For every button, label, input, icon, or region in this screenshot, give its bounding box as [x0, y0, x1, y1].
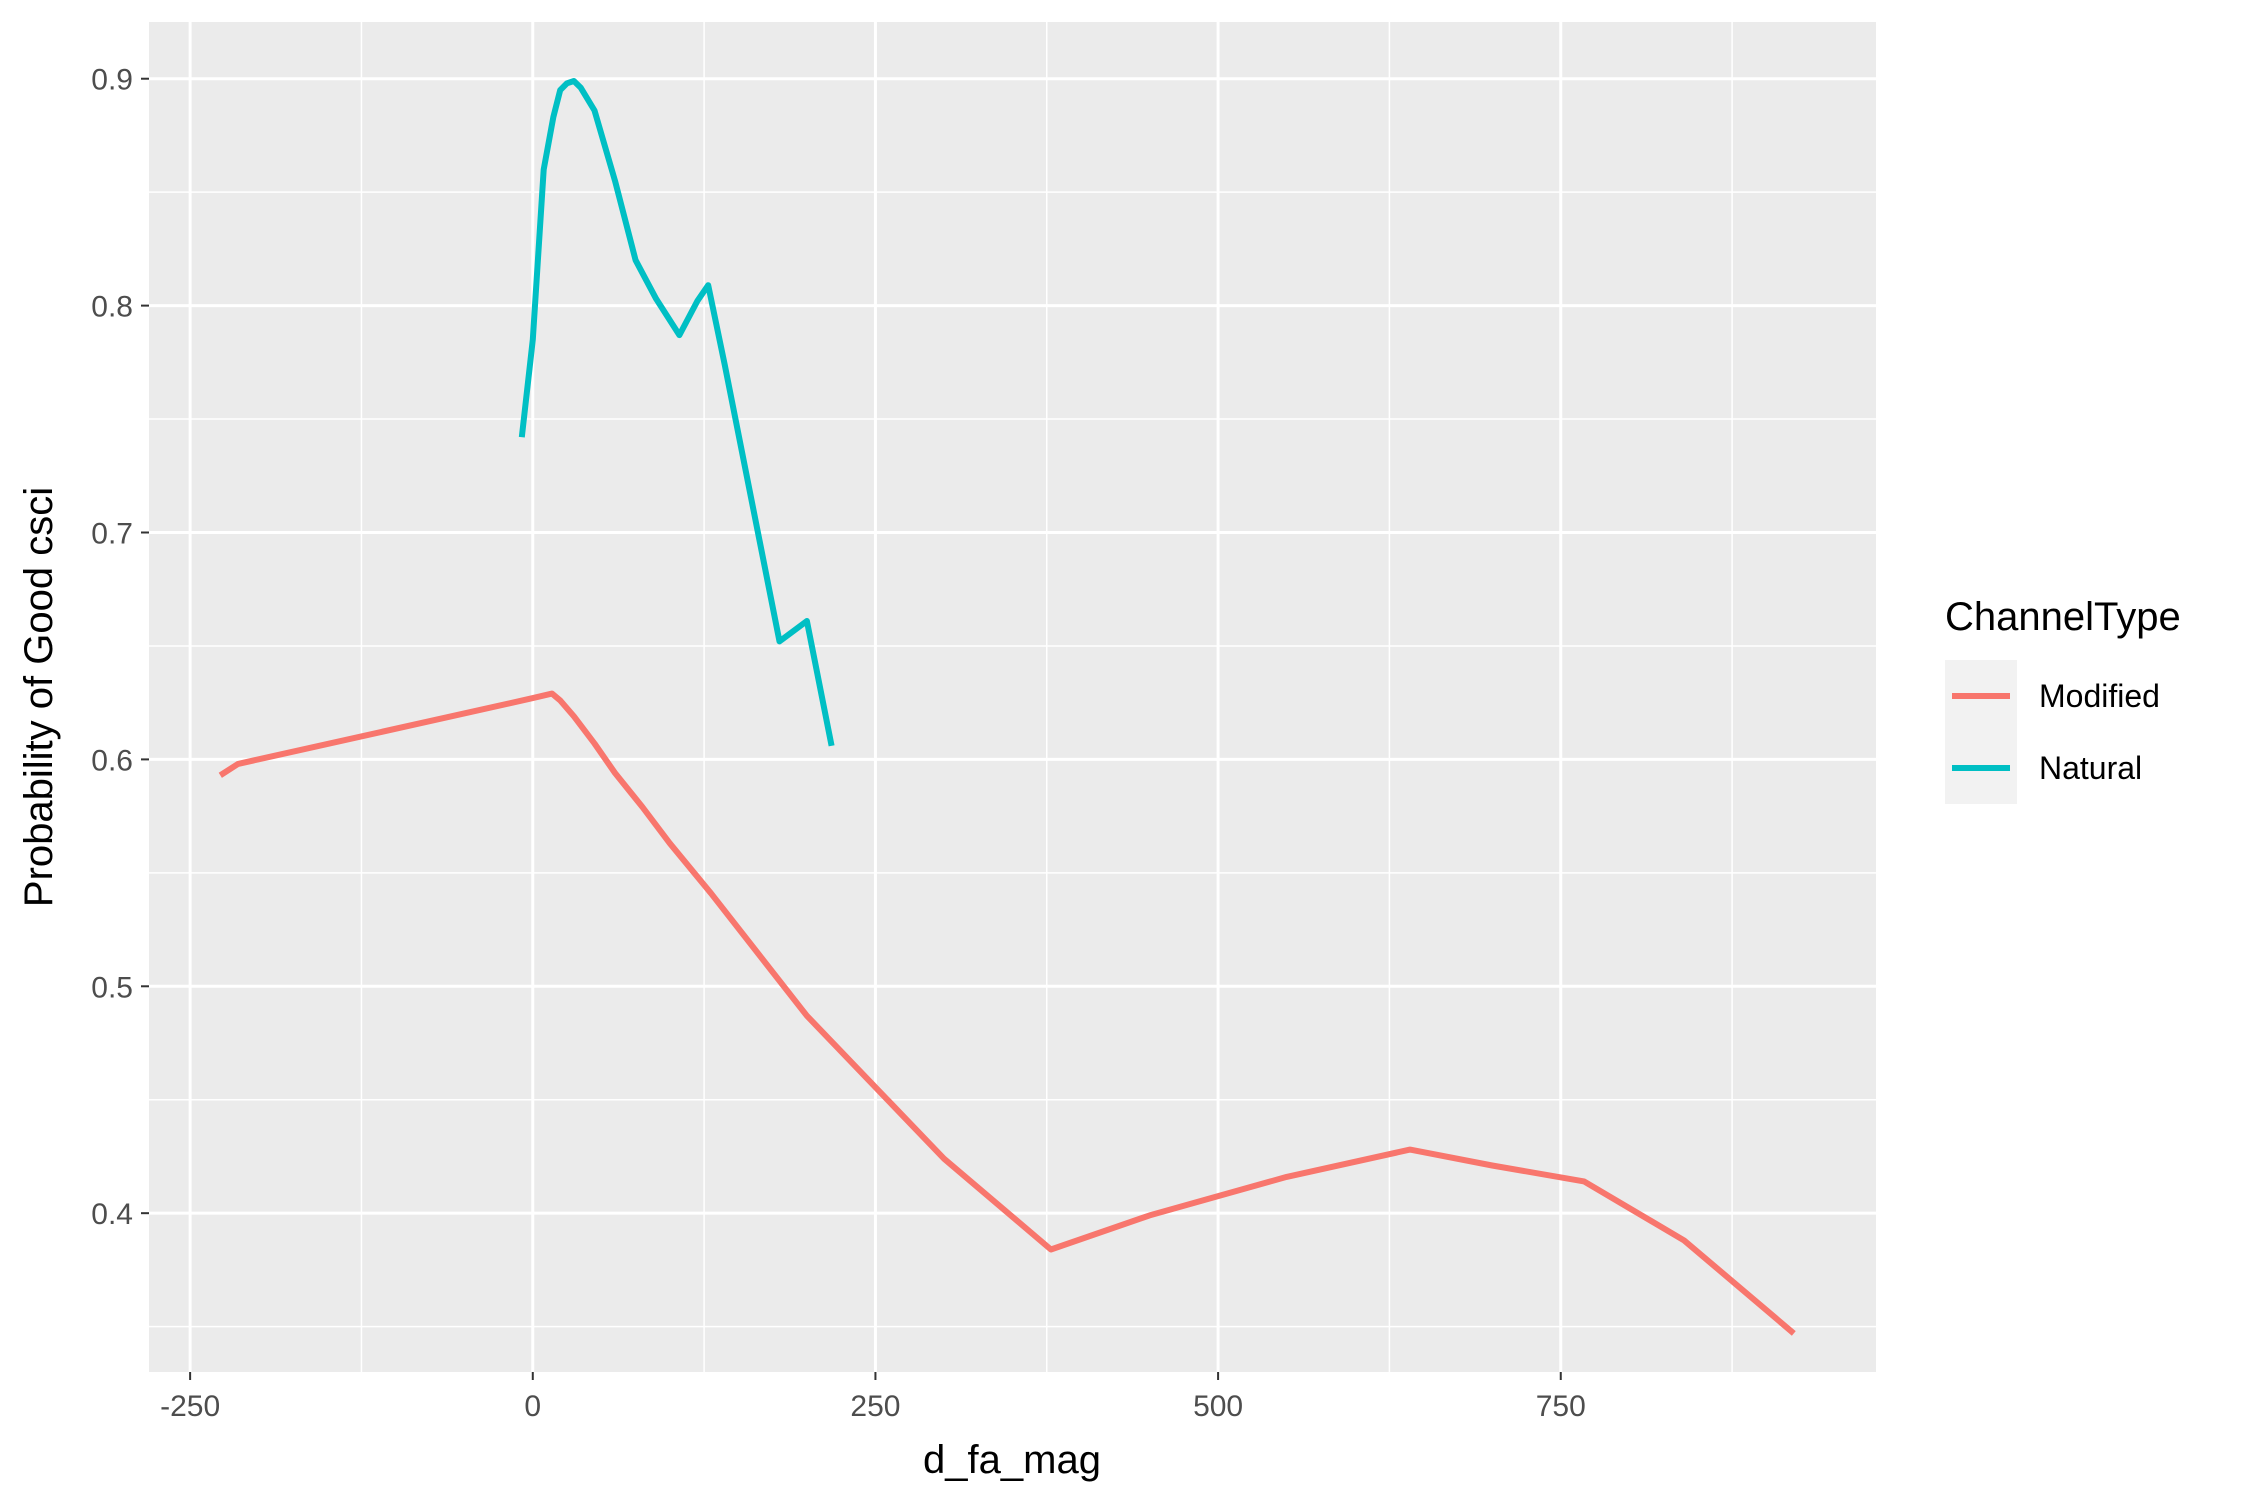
y-tick-label: 0.4 [91, 1198, 133, 1231]
legend-items: Modified Natural [1945, 660, 2160, 804]
y-tick-label: 0.9 [91, 64, 133, 97]
y-axis-title: Probability of Good csci [17, 487, 61, 907]
legend-label-natural: Natural [2039, 750, 2142, 786]
legend-label-modified: Modified [2039, 678, 2160, 714]
x-tick-label: 0 [524, 1390, 541, 1423]
grid-minor [149, 22, 1876, 1372]
y-tick-label: 0.7 [91, 518, 133, 551]
series-line-natural [518, 78, 835, 747]
x-axis-title: d_fa_mag [923, 1438, 1101, 1482]
plot-background [149, 22, 1876, 1372]
y-axis-ticks: 0.4 0.5 0.6 0.7 0.8 0.9 [91, 64, 149, 1231]
x-tick-label: 250 [850, 1390, 900, 1423]
x-axis-ticks: -250 0 250 500 750 [160, 1372, 1586, 1423]
legend: ChannelType Modified Natural [1945, 595, 2181, 804]
y-tick-label: 0.8 [91, 291, 133, 324]
x-tick-label: -250 [160, 1390, 220, 1423]
x-tick-label: 500 [1193, 1390, 1243, 1423]
y-tick-label: 0.6 [91, 744, 133, 777]
x-tick-label: 750 [1536, 1390, 1586, 1423]
y-tick-label: 0.5 [91, 971, 133, 1004]
legend-title: ChannelType [1945, 595, 2181, 639]
series-layer [218, 78, 1796, 1336]
series-line-modified [218, 690, 1796, 1336]
